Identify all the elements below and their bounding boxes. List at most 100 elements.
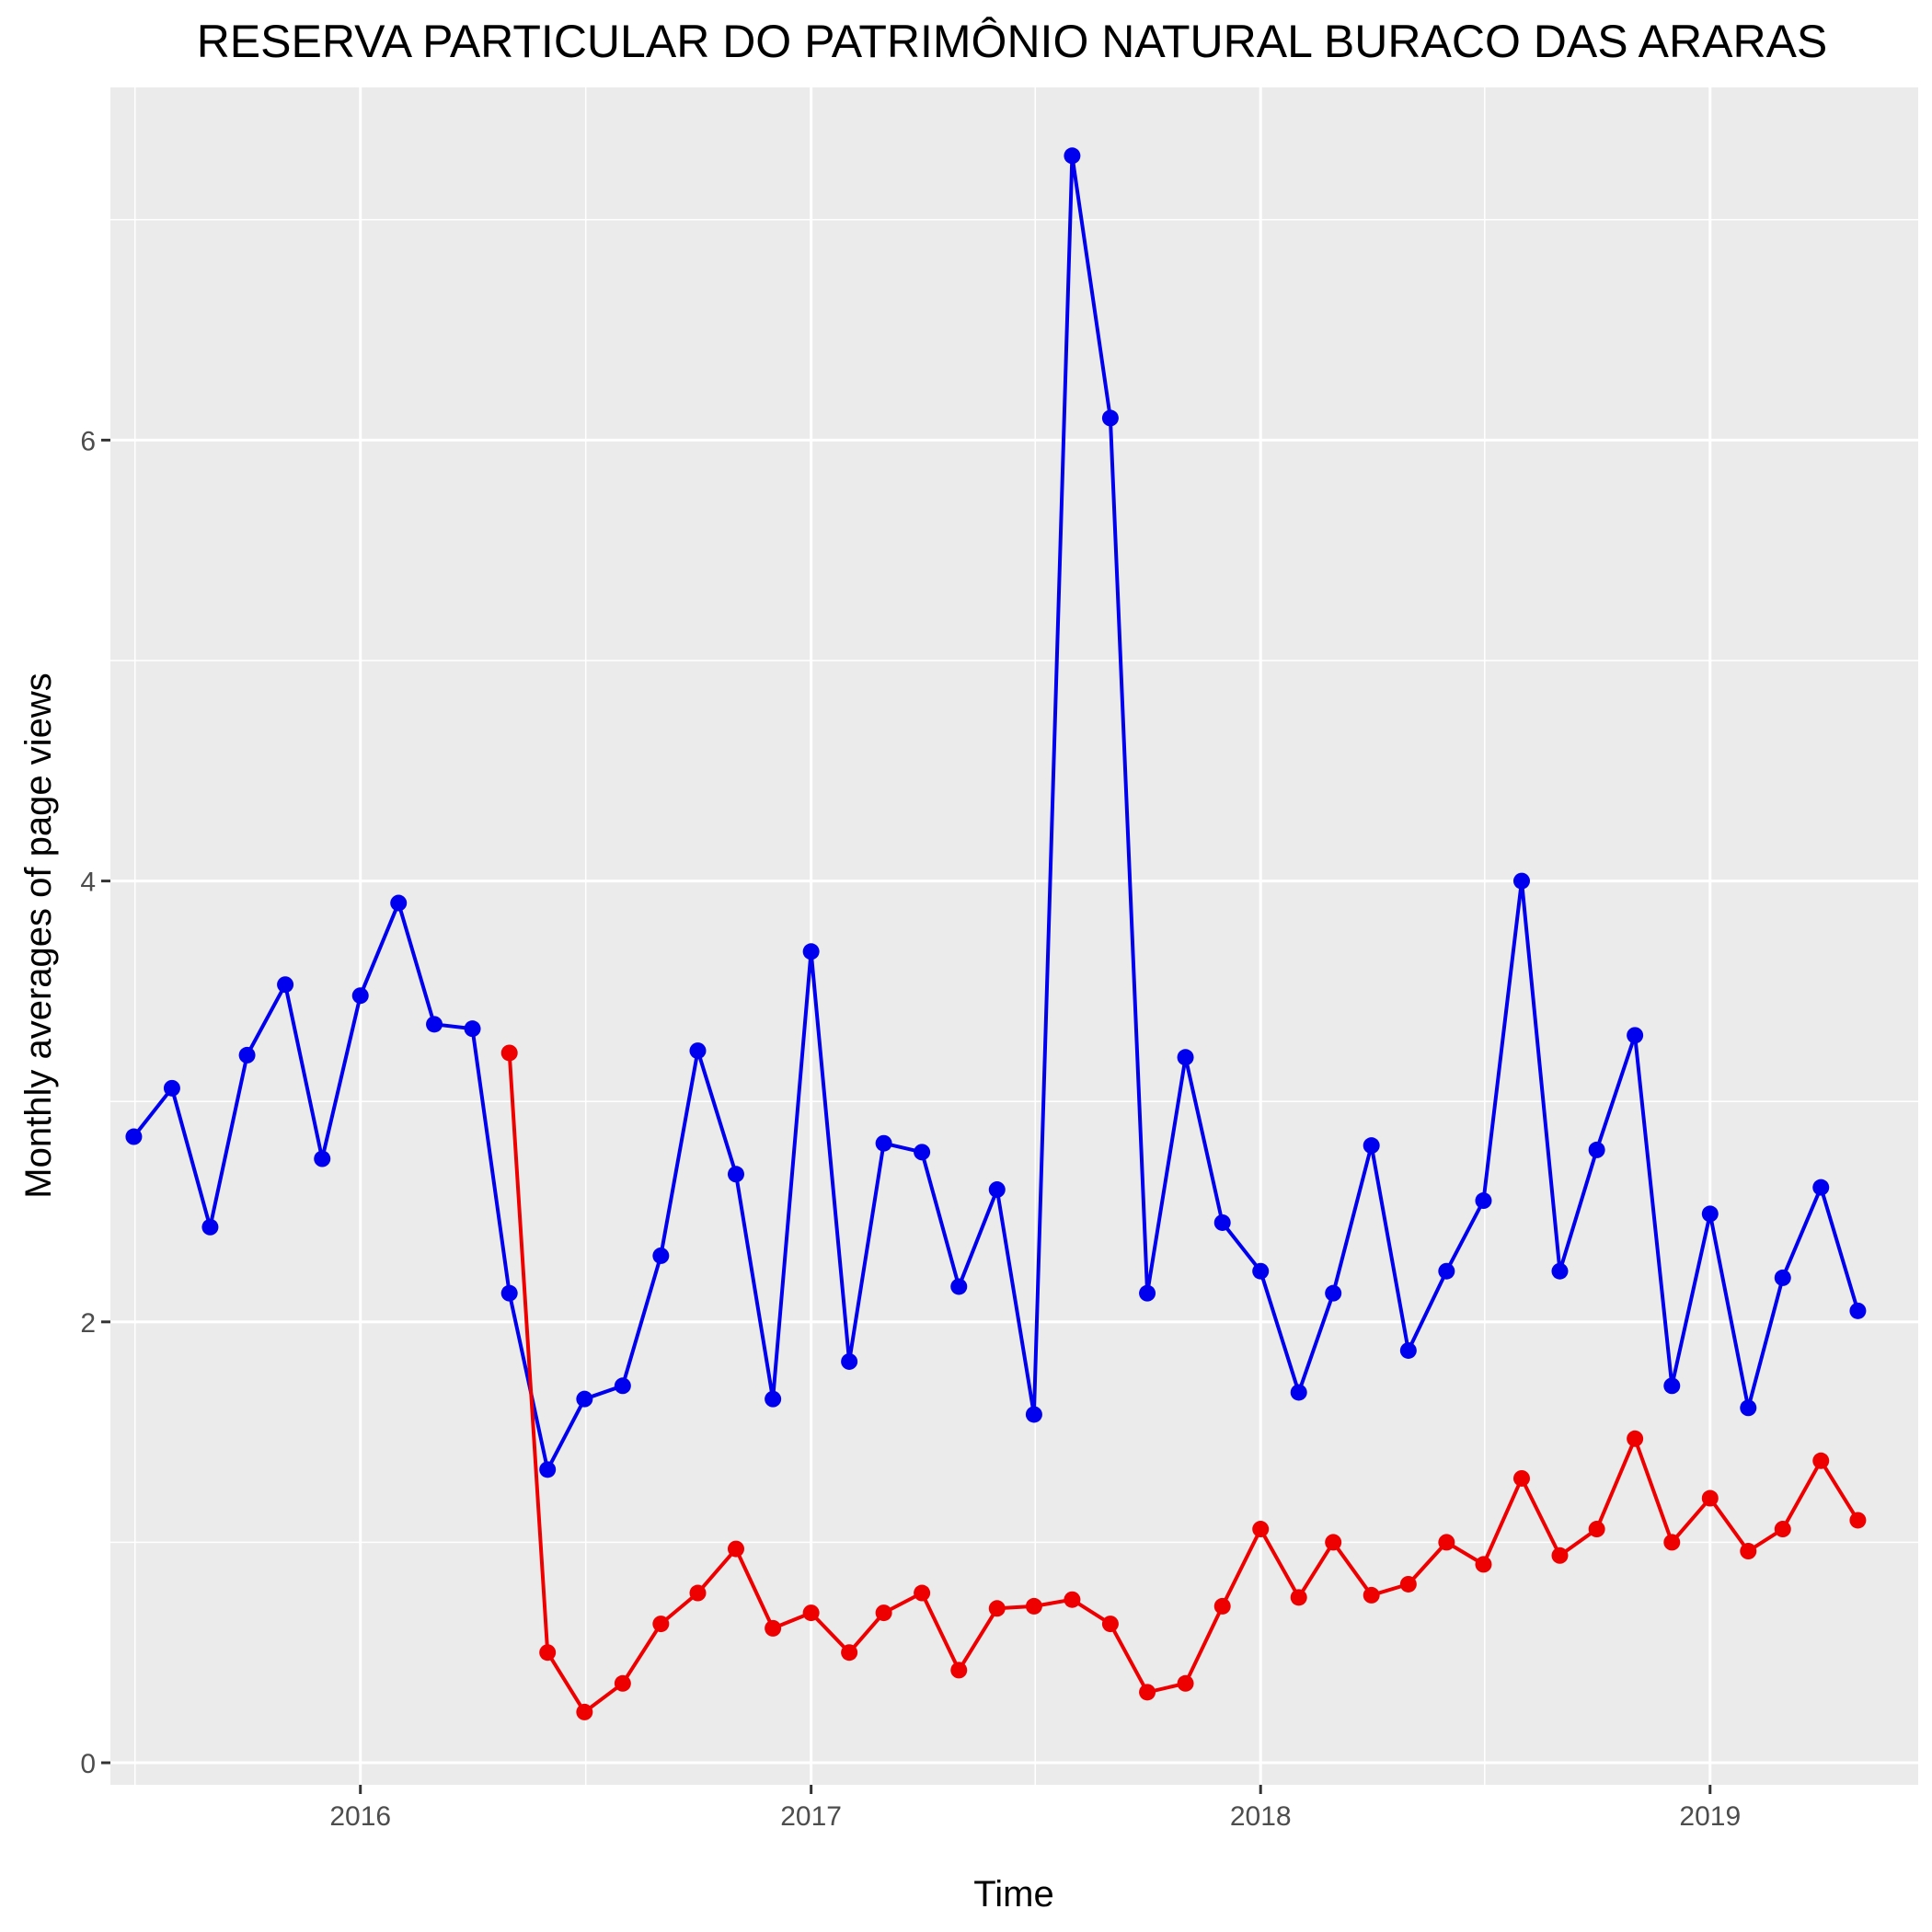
data-point [765, 1390, 782, 1408]
data-point [1512, 872, 1530, 890]
data-point [1177, 1049, 1194, 1066]
data-point [1399, 1575, 1417, 1593]
grid-lines [110, 87, 1918, 1785]
data-point [1252, 1521, 1270, 1538]
data-point [201, 1218, 219, 1236]
data-point [689, 1042, 707, 1060]
data-point [914, 1584, 931, 1602]
x-axis-title: Time [973, 1874, 1053, 1915]
data-point [727, 1540, 744, 1558]
data-point [277, 976, 294, 994]
chart-title: RESERVA PARTICULAR DO PATRIMÔNIO NATURAL… [197, 16, 1828, 67]
data-point [1627, 1027, 1644, 1044]
data-point [1774, 1269, 1791, 1286]
data-point [1475, 1556, 1492, 1573]
data-point [1849, 1512, 1867, 1529]
data-point [464, 1020, 481, 1038]
data-point [1363, 1586, 1380, 1604]
data-point [1139, 1284, 1156, 1302]
data-point [1588, 1141, 1605, 1158]
y-axis-title: Monthly averages of page views [18, 673, 59, 1198]
data-point [1438, 1534, 1455, 1551]
data-point [390, 894, 408, 912]
data-point [1025, 1406, 1042, 1423]
data-point [1588, 1521, 1605, 1538]
data-point [238, 1046, 256, 1064]
y-tick-label: 4 [80, 868, 96, 898]
data-point [1325, 1534, 1342, 1551]
data-point [539, 1461, 557, 1478]
series-1 [125, 147, 1867, 1478]
data-point [1025, 1597, 1042, 1615]
data-point [988, 1600, 1006, 1617]
data-point [802, 943, 820, 960]
series-2 [500, 1044, 1867, 1720]
data-point [163, 1079, 180, 1097]
data-point [1663, 1377, 1681, 1395]
y-tick-label: 6 [80, 426, 96, 456]
data-point [426, 1016, 443, 1033]
data-point [1701, 1205, 1719, 1223]
data-point [802, 1604, 820, 1622]
data-point [614, 1674, 631, 1692]
data-point [1325, 1284, 1342, 1302]
data-point [950, 1278, 968, 1295]
y-tick-label: 0 [80, 1749, 96, 1779]
data-point [841, 1352, 858, 1370]
data-point [1701, 1489, 1719, 1507]
data-point [841, 1644, 858, 1662]
data-point [1663, 1534, 1681, 1551]
data-point [950, 1662, 968, 1679]
data-point [1551, 1262, 1569, 1280]
x-tick-label: 2017 [780, 1801, 842, 1832]
data-point [576, 1703, 593, 1720]
data-point [1252, 1262, 1270, 1280]
data-point [914, 1144, 931, 1161]
x-tick-label: 2016 [329, 1801, 391, 1832]
data-point [727, 1166, 744, 1183]
data-point [1512, 1469, 1530, 1487]
data-point [1290, 1589, 1307, 1606]
data-point [1177, 1674, 1194, 1692]
data-point [1213, 1597, 1231, 1615]
data-point [1290, 1384, 1307, 1401]
data-point [1740, 1399, 1757, 1417]
series-layer [125, 147, 1867, 1720]
x-tick-label: 2019 [1679, 1801, 1741, 1832]
data-point [500, 1284, 518, 1302]
data-point [1849, 1302, 1867, 1319]
data-point [576, 1390, 593, 1408]
data-point [689, 1584, 707, 1602]
x-tick-label: 2018 [1230, 1801, 1292, 1832]
data-point [1101, 1616, 1119, 1633]
data-point [1101, 409, 1119, 427]
data-point [988, 1181, 1006, 1199]
data-point [1064, 1591, 1081, 1608]
data-point [1627, 1430, 1644, 1447]
data-point [1438, 1262, 1455, 1280]
data-point [652, 1247, 670, 1264]
data-point [1363, 1137, 1380, 1155]
data-point [652, 1616, 670, 1633]
data-point [765, 1619, 782, 1637]
data-point [1551, 1547, 1569, 1564]
axes: 0 2 4 6 2016 2017 2018 2019 [80, 426, 1741, 1832]
data-point [1213, 1213, 1231, 1231]
data-point [875, 1604, 892, 1622]
plot-panel [110, 87, 1918, 1785]
data-point [1812, 1179, 1830, 1196]
data-point [1812, 1452, 1830, 1469]
data-point [539, 1644, 557, 1662]
data-point [125, 1128, 143, 1145]
data-point [500, 1044, 518, 1062]
data-point [1774, 1521, 1791, 1538]
data-point [1399, 1341, 1417, 1359]
data-point [1139, 1684, 1156, 1701]
data-point [614, 1377, 631, 1395]
data-point [314, 1150, 331, 1167]
data-point [875, 1134, 892, 1152]
data-point [1475, 1192, 1492, 1210]
data-point [351, 987, 369, 1005]
y-tick-label: 2 [80, 1308, 96, 1339]
